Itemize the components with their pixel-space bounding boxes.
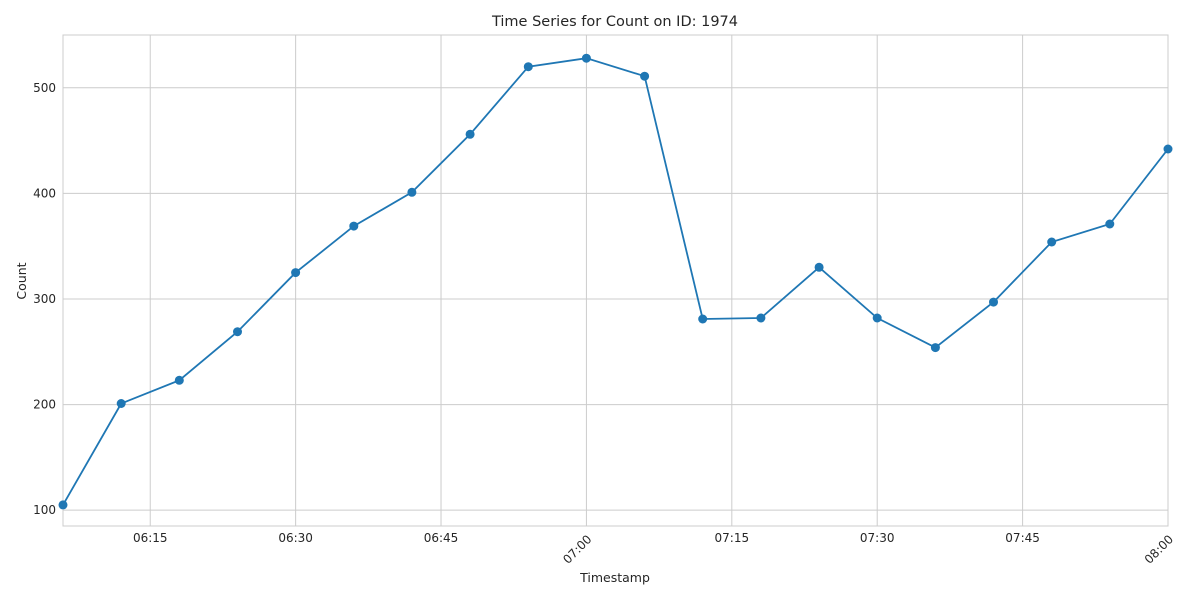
grid	[63, 35, 1169, 526]
series-line	[62, 57, 1169, 506]
x-tick-label: 07:15	[715, 531, 750, 545]
data-point	[989, 297, 998, 307]
y-axis: 100 200 300 400 500	[33, 81, 56, 517]
x-tick-label: 07:00	[560, 532, 594, 566]
x-tick-label: 07:45	[1005, 531, 1040, 545]
y-tick-label: 200	[33, 398, 56, 412]
data-point	[814, 262, 824, 272]
x-axis: 06:15 06:30 06:45 07:00 07:15 07:30 07:45 08:00	[133, 531, 1176, 567]
data-point	[872, 313, 882, 323]
y-axis-label: Count	[14, 262, 29, 299]
y-tick-label: 100	[33, 503, 56, 517]
data-point	[1105, 219, 1115, 229]
data-point	[116, 399, 126, 408]
x-tick-label: 08:00	[1142, 532, 1176, 566]
x-tick-label: 06:15	[133, 531, 168, 545]
data-point	[465, 129, 475, 139]
data-point	[930, 343, 940, 353]
data-point	[698, 314, 708, 324]
y-tick-label: 300	[33, 292, 56, 306]
data-point	[640, 71, 650, 81]
x-tick-label: 06:30	[278, 531, 313, 545]
data-point	[58, 500, 68, 510]
y-tick-label: 500	[33, 81, 56, 95]
data-point	[1047, 237, 1057, 247]
data-point	[349, 221, 359, 231]
data-point	[756, 313, 766, 323]
data-point	[1163, 144, 1173, 154]
plot-area	[62, 34, 1169, 527]
data-point	[174, 375, 184, 385]
series-group	[58, 53, 1173, 510]
data-point	[581, 53, 591, 63]
x-tick-label: 06:45	[424, 531, 459, 545]
x-tick-label: 07:30	[860, 531, 895, 545]
data-point	[523, 62, 533, 72]
y-tick-label: 400	[33, 186, 56, 200]
data-point	[233, 327, 242, 337]
chart-title: Time Series for Count on ID: 1974	[491, 14, 738, 30]
data-point	[407, 187, 417, 197]
x-axis-label: Timestamp	[579, 570, 650, 585]
data-point	[291, 268, 301, 278]
